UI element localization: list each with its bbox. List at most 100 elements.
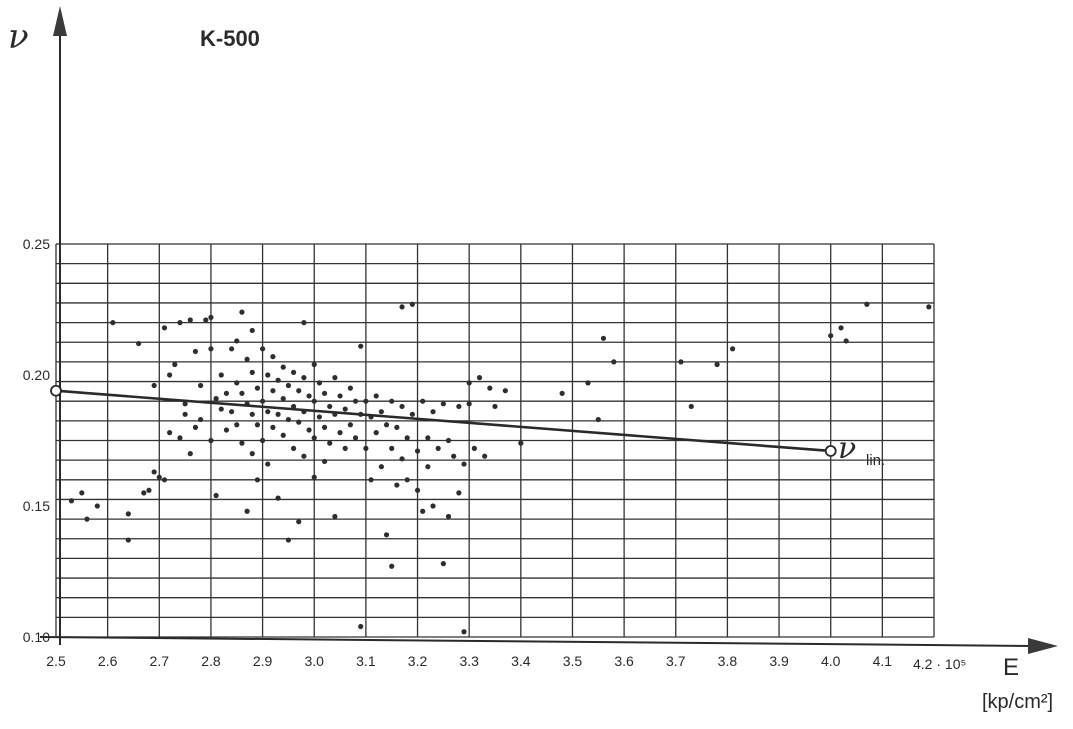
- data-point: [270, 388, 276, 394]
- data-point: [440, 401, 446, 407]
- data-point: [125, 537, 131, 543]
- data-point: [301, 375, 307, 381]
- data-point: [311, 361, 317, 368]
- data-point: [110, 320, 116, 326]
- data-point: [430, 409, 436, 415]
- data-point: [208, 437, 214, 444]
- data-point: [290, 369, 297, 375]
- data-point: [177, 320, 183, 326]
- data-point: [161, 325, 168, 331]
- data-point: [172, 361, 178, 368]
- x-tick-label: 3.6: [614, 653, 634, 669]
- data-point: [332, 375, 338, 381]
- data-point: [239, 309, 245, 315]
- data-point: [311, 435, 317, 441]
- data-point: [249, 369, 255, 375]
- x-tick-label: 3.3: [459, 653, 479, 669]
- data-point: [249, 451, 255, 457]
- x-tick-label: 2.8: [201, 653, 221, 669]
- data-point: [363, 398, 369, 404]
- data-point: [373, 430, 379, 436]
- data-point: [280, 432, 286, 438]
- data-point: [600, 335, 607, 341]
- data-point: [146, 487, 152, 493]
- data-point: [864, 301, 870, 307]
- data-point: [192, 348, 199, 355]
- fit-line-endpoint: [50, 384, 62, 397]
- data-point: [182, 411, 188, 417]
- data-point: [456, 490, 462, 496]
- data-point: [430, 503, 436, 509]
- data-point: [229, 409, 235, 415]
- x-tick-label: 4.0: [821, 653, 841, 669]
- data-point: [559, 390, 565, 396]
- data-point: [161, 477, 168, 483]
- data-point: [182, 401, 188, 407]
- x-tick-label: 2.5: [46, 653, 66, 669]
- data-point: [192, 424, 199, 430]
- data-point: [425, 464, 431, 470]
- data-point: [316, 380, 322, 386]
- data-point: [456, 403, 462, 410]
- data-point: [843, 338, 849, 344]
- x-multiplier-label: 4.2 · 10⁵: [913, 656, 966, 672]
- x-tick-label: 3.0: [305, 653, 325, 669]
- data-point: [389, 398, 395, 404]
- y-axis-arrow: [53, 6, 67, 36]
- data-point: [285, 382, 292, 389]
- data-point: [275, 411, 281, 417]
- data-point: [234, 380, 240, 386]
- data-point: [244, 356, 250, 362]
- data-point: [585, 380, 591, 386]
- data-point: [259, 346, 266, 352]
- data-point: [290, 403, 297, 410]
- data-point: [213, 492, 219, 499]
- chart-axes: [39, 6, 1058, 654]
- data-point: [136, 340, 142, 347]
- data-point: [208, 346, 214, 352]
- y-tick-label: 0.10: [23, 629, 50, 645]
- chart-title: K-500: [200, 26, 260, 51]
- data-point: [239, 440, 245, 446]
- data-point: [306, 427, 312, 433]
- data-point: [198, 416, 204, 423]
- fit-line: [55, 389, 831, 453]
- data-point: [275, 377, 281, 383]
- data-point: [714, 361, 720, 368]
- data-point: [373, 393, 379, 399]
- data-point: [420, 508, 426, 514]
- data-point: [404, 477, 410, 483]
- data-point: [249, 327, 255, 334]
- y-tick-label: 0.25: [23, 236, 50, 252]
- data-point: [141, 490, 147, 496]
- y-axis-label: ν: [8, 17, 29, 57]
- data-point: [414, 487, 421, 493]
- data-point: [254, 422, 261, 428]
- data-point: [378, 464, 384, 470]
- data-point: [435, 445, 441, 451]
- data-point: [167, 430, 173, 436]
- fit-line-endpoint: [824, 445, 837, 457]
- data-point: [327, 440, 333, 446]
- data-point: [321, 424, 328, 430]
- data-point: [378, 409, 384, 415]
- x-tick-label: 3.7: [666, 653, 686, 669]
- x-tick-label: 2.7: [150, 653, 170, 669]
- x-axis-label: E: [1003, 654, 1019, 681]
- data-point: [828, 333, 834, 339]
- data-point: [611, 359, 617, 365]
- data-point: [311, 474, 317, 480]
- data-point: [306, 393, 312, 399]
- data-point: [321, 390, 328, 396]
- data-point: [301, 320, 307, 326]
- data-point: [187, 451, 193, 457]
- data-point: [368, 477, 374, 483]
- data-point: [399, 456, 405, 462]
- data-point: [476, 375, 483, 381]
- data-point: [394, 424, 400, 430]
- data-point: [352, 435, 359, 441]
- data-point: [275, 495, 281, 501]
- data-point: [234, 338, 240, 344]
- data-point: [79, 490, 85, 496]
- data-point: [332, 513, 338, 520]
